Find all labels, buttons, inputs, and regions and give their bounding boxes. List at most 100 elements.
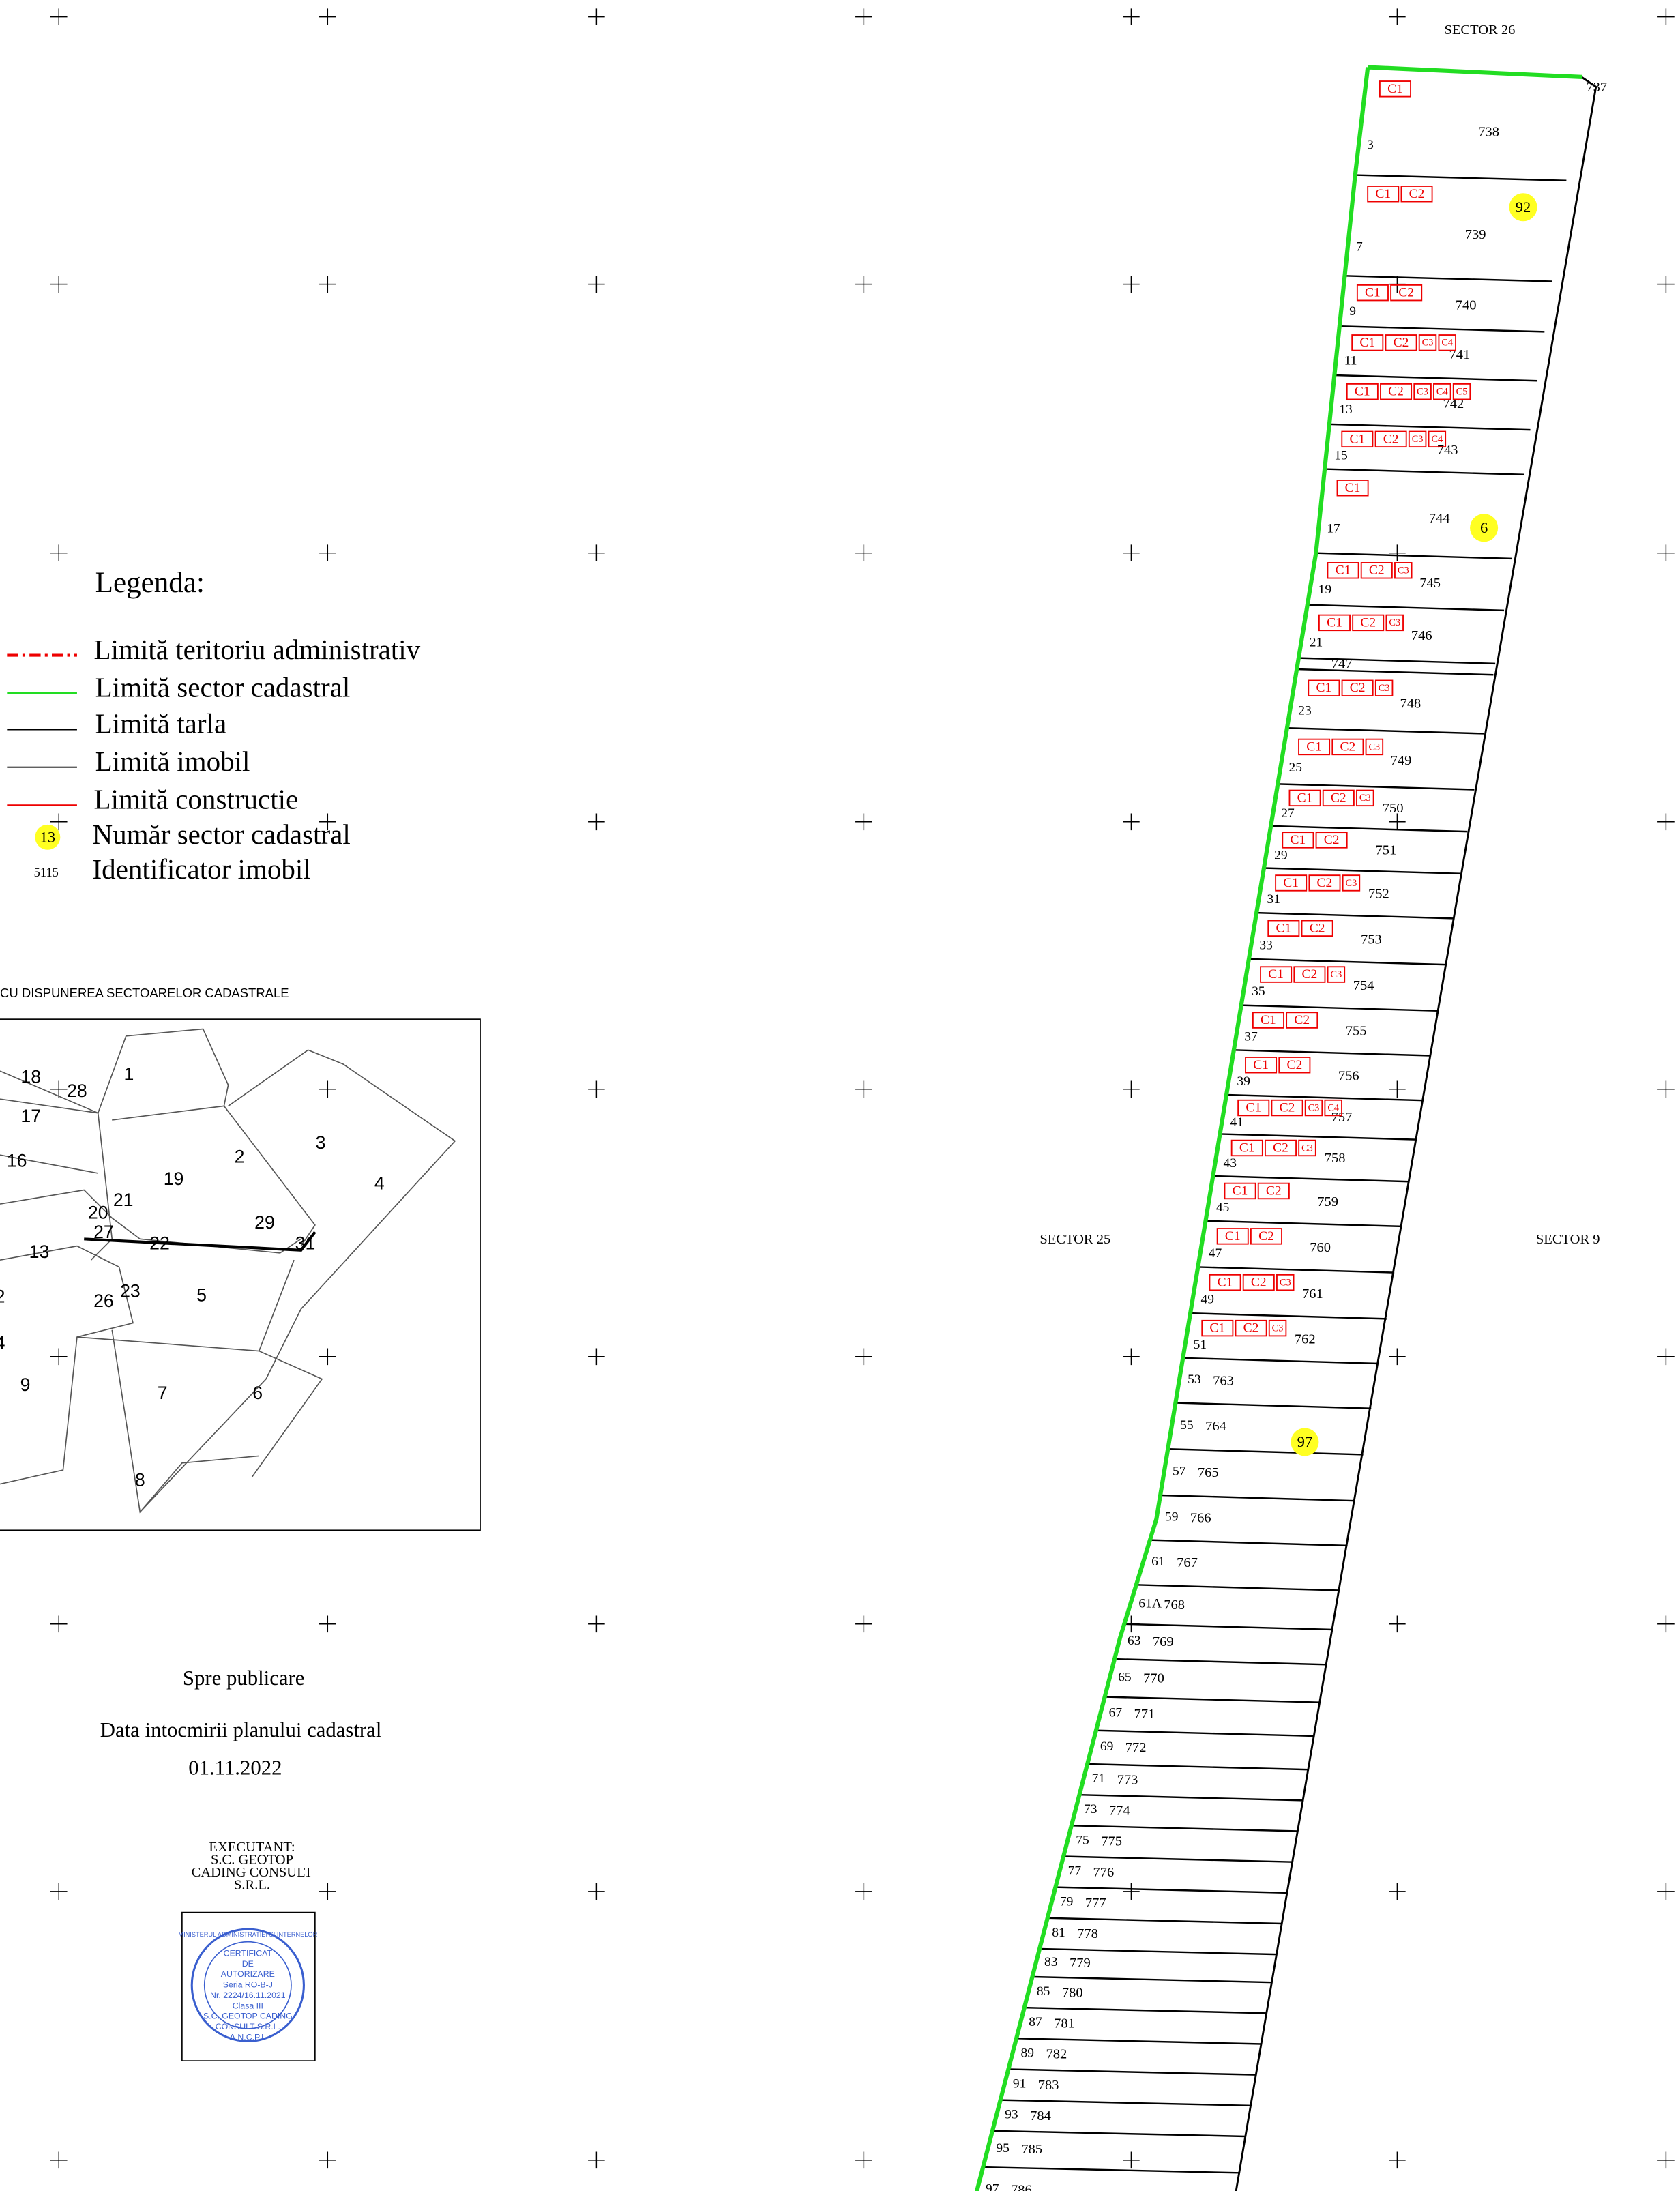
inset-boundary bbox=[0, 1070, 99, 1114]
construction bbox=[1365, 738, 1384, 756]
construction bbox=[1380, 383, 1413, 400]
grid-cross bbox=[855, 1348, 872, 1366]
grid-cross bbox=[50, 813, 68, 831]
parcel-id: 777 bbox=[1085, 1896, 1106, 1911]
date: 01.11.2022 bbox=[188, 1756, 282, 1779]
parcel-id: 751 bbox=[1376, 843, 1397, 858]
construction-label: C1 bbox=[1283, 876, 1299, 890]
construction-label: C1 bbox=[1355, 385, 1370, 399]
parcel-line bbox=[1297, 668, 1494, 676]
stamp-text: CONSULT S.R.L. bbox=[216, 2022, 280, 2031]
construction-label: C1 bbox=[1239, 1141, 1255, 1155]
legend-label: Limită constructie bbox=[94, 783, 299, 814]
construction-label: C2 bbox=[1310, 921, 1325, 935]
construction bbox=[1282, 832, 1314, 849]
legend-marker bbox=[35, 824, 61, 850]
construction bbox=[1245, 1057, 1278, 1074]
construction-label: C3 bbox=[1379, 683, 1390, 694]
house-number: 23 bbox=[1298, 704, 1311, 718]
house-number: 27 bbox=[1281, 806, 1295, 821]
grid-cross bbox=[1657, 813, 1675, 831]
parcel-id: 745 bbox=[1419, 576, 1441, 591]
inset-title: CU DISPUNEREA SECTOARELOR CADASTRALE bbox=[0, 986, 289, 1000]
parcel-id: 782 bbox=[1046, 2047, 1067, 2062]
grid-cross bbox=[1657, 2151, 1675, 2169]
construction bbox=[1413, 383, 1432, 400]
grid-cross bbox=[855, 1615, 872, 1633]
parcel-id: 756 bbox=[1338, 1068, 1359, 1083]
construction bbox=[1318, 614, 1351, 632]
stamp-frame bbox=[181, 1911, 316, 2061]
construction-label: C3 bbox=[1272, 1323, 1284, 1334]
inset-frame bbox=[0, 1018, 481, 1531]
inset-boundary bbox=[111, 1329, 259, 1514]
parcel-id: 781 bbox=[1054, 2016, 1075, 2031]
parcel-id: 741 bbox=[1449, 347, 1471, 362]
grid-cross bbox=[588, 544, 605, 562]
construction bbox=[1224, 1182, 1256, 1200]
grid-cross bbox=[319, 1080, 336, 1098]
parcel-id: 759 bbox=[1317, 1194, 1338, 1209]
construction-label: C1 bbox=[1306, 739, 1322, 754]
house-number: 61 bbox=[1151, 1555, 1164, 1569]
construction-label: C1 bbox=[1290, 833, 1306, 847]
inset-label: 13 bbox=[29, 1241, 50, 1262]
parcel-id: 779 bbox=[1070, 1956, 1091, 1971]
construction-label: C2 bbox=[1409, 187, 1425, 201]
house-number: 51 bbox=[1194, 1338, 1207, 1352]
legend-title: Legenda: bbox=[95, 567, 205, 599]
grid-cross bbox=[50, 1080, 68, 1098]
stamp-text: DE bbox=[242, 1959, 254, 1969]
parcel-line bbox=[1149, 1539, 1348, 1547]
house-number: 95 bbox=[996, 2141, 1009, 2156]
parcel-line bbox=[1278, 783, 1475, 791]
construction bbox=[1394, 562, 1413, 579]
sector-marker-label: 92 bbox=[1516, 198, 1531, 216]
construction bbox=[1264, 1139, 1297, 1157]
grid-cross bbox=[1389, 276, 1406, 293]
house-number: 85 bbox=[1037, 1984, 1050, 1999]
parcel-line bbox=[1183, 1357, 1379, 1365]
grid-cross bbox=[1123, 8, 1140, 25]
grid-cross bbox=[50, 1615, 68, 1633]
parcel-line bbox=[1205, 1220, 1402, 1228]
stamp-text: AUTORIZARE bbox=[221, 1969, 275, 1979]
grid-cross bbox=[319, 276, 336, 293]
construction bbox=[1260, 966, 1293, 983]
house-number: 89 bbox=[1021, 2046, 1034, 2060]
construction bbox=[1315, 832, 1348, 849]
inset-boundary bbox=[112, 1105, 316, 1247]
parcel-id: 773 bbox=[1117, 1772, 1138, 1787]
parcel-line bbox=[1286, 727, 1484, 735]
construction-label: C2 bbox=[1243, 1321, 1259, 1336]
parcel-id: 780 bbox=[1062, 1985, 1083, 2000]
house-number: 37 bbox=[1244, 1029, 1258, 1044]
construction-label: C3 bbox=[1280, 1277, 1291, 1288]
grid-cross bbox=[855, 2151, 872, 2169]
parcel-id: 766 bbox=[1190, 1511, 1211, 1526]
parcel-line bbox=[1263, 867, 1461, 874]
parcel-line bbox=[1241, 1004, 1438, 1012]
construction-label: C1 bbox=[1225, 1229, 1241, 1244]
parcel-line bbox=[1235, 76, 1597, 2191]
grid-cross bbox=[588, 8, 605, 25]
construction-label: C1 bbox=[1387, 82, 1403, 96]
parcel-id: 752 bbox=[1368, 887, 1389, 902]
construction bbox=[1304, 1099, 1323, 1117]
construction-label: C3 bbox=[1308, 1102, 1320, 1113]
grid-cross bbox=[319, 813, 336, 831]
construction-label: C1 bbox=[1359, 336, 1375, 350]
grid-cross bbox=[319, 1883, 336, 1900]
inset-boundary bbox=[76, 1336, 323, 1477]
grid-cross bbox=[1389, 8, 1406, 25]
parcel-line bbox=[1334, 374, 1537, 382]
house-number: 41 bbox=[1230, 1115, 1243, 1130]
grid-cross bbox=[1123, 2151, 1140, 2169]
executant: S.C. GEOTOP bbox=[211, 1852, 293, 1867]
construction-label: C1 bbox=[1218, 1276, 1233, 1290]
inset-boundary bbox=[0, 1154, 98, 1174]
inset-label: 2 bbox=[0, 1286, 5, 1307]
parcel-line bbox=[1355, 174, 1567, 181]
house-number: 53 bbox=[1188, 1372, 1200, 1387]
house-number: 19 bbox=[1318, 583, 1331, 597]
